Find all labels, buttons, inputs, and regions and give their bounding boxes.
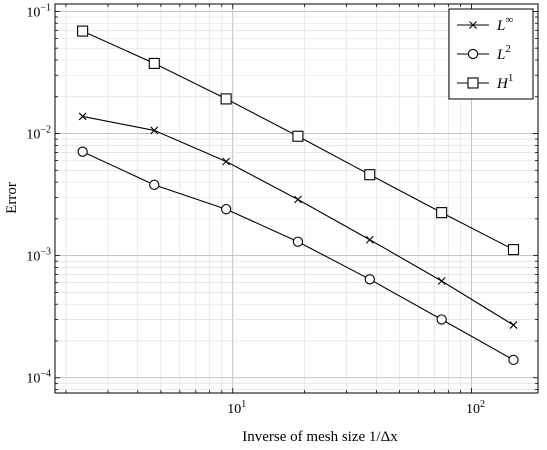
y-tick-label: 10−2 bbox=[26, 125, 51, 143]
x-marker-stroke bbox=[509, 321, 518, 329]
x-tick-label: 101 bbox=[227, 399, 246, 417]
series-linf-point bbox=[222, 157, 231, 166]
series-h1-point bbox=[292, 130, 304, 142]
series-l2-point bbox=[77, 146, 88, 157]
legend-label: L2 bbox=[496, 43, 511, 63]
series-linf-point bbox=[437, 277, 446, 285]
series-h1-point bbox=[77, 25, 89, 37]
x-tick-label: 102 bbox=[466, 399, 485, 417]
series-linf-point bbox=[150, 126, 159, 135]
series-h1-point bbox=[507, 244, 520, 256]
y-tick-label: 10−4 bbox=[26, 369, 51, 387]
series-linf-point bbox=[365, 235, 374, 244]
plot-frame bbox=[54, 3, 539, 394]
legend-label: H1 bbox=[496, 72, 513, 92]
x-marker-stroke bbox=[294, 195, 302, 204]
legend-label: L∞ bbox=[496, 14, 513, 34]
x-marker-stroke bbox=[78, 112, 87, 121]
axis-ticks: 101 102 10−4 10−3 10−2 10−1 bbox=[26, 2, 538, 417]
x-marker-stroke bbox=[222, 157, 231, 166]
x-marker-stroke bbox=[365, 235, 374, 244]
x-marker-stroke bbox=[469, 21, 477, 29]
y-axis-label: Error bbox=[4, 182, 20, 214]
legend: L∞ L2 H1 bbox=[448, 8, 534, 100]
series-h1-point bbox=[364, 169, 376, 181]
series-l2-point bbox=[436, 314, 447, 325]
series-h1-point bbox=[220, 93, 232, 105]
x-axis-label: Inverse of mesh size 1/Δx bbox=[242, 429, 398, 445]
legend-marker bbox=[467, 77, 479, 89]
series-linf-point bbox=[509, 321, 518, 329]
legend-marker bbox=[467, 48, 479, 60]
series-l2-point bbox=[149, 179, 160, 190]
series-linf-point bbox=[78, 112, 87, 121]
series-linf-line bbox=[82, 115, 514, 326]
series-l2-point bbox=[220, 204, 232, 215]
series-linf-point bbox=[294, 195, 302, 204]
x-marker-stroke bbox=[437, 277, 446, 285]
series-l2-point bbox=[364, 274, 375, 285]
series-l2-point bbox=[292, 236, 304, 247]
series-h1-point bbox=[436, 207, 448, 219]
series-markers bbox=[77, 25, 520, 366]
y-tick-label: 10−3 bbox=[26, 247, 51, 265]
series-l2-point bbox=[508, 354, 519, 366]
legend-marker bbox=[469, 21, 477, 29]
x-marker-stroke bbox=[150, 126, 159, 135]
series-h1-point bbox=[148, 57, 160, 69]
y-tick-label: 10−1 bbox=[26, 2, 51, 20]
